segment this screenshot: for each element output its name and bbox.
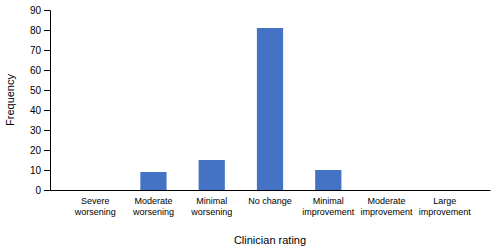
tick-label-line: Moderate xyxy=(368,196,406,206)
tick-label: 90 xyxy=(30,5,42,16)
tick-label: Moderateworsening xyxy=(132,196,174,217)
tick-label: No change xyxy=(248,196,292,206)
tick-mark xyxy=(44,90,50,91)
tick-label: 10 xyxy=(30,165,42,176)
tick-label: 50 xyxy=(30,85,42,96)
tick-label: Moderateimprovement xyxy=(361,196,414,217)
bar xyxy=(432,190,458,191)
tick-label: 30 xyxy=(30,125,42,136)
tick-label: 40 xyxy=(30,105,42,116)
tick: Moderateworsening xyxy=(132,196,174,217)
tick-label: 70 xyxy=(30,45,42,56)
bar xyxy=(373,190,399,191)
bar xyxy=(82,190,108,191)
tick-mark xyxy=(44,170,50,171)
tick: 90 xyxy=(30,5,50,16)
tick: 60 xyxy=(30,65,50,76)
tick-label-line: Severe xyxy=(81,196,110,206)
tick-mark xyxy=(44,30,50,31)
bar xyxy=(199,160,225,190)
tick: 20 xyxy=(30,145,50,156)
tick: 30 xyxy=(30,125,50,136)
tick: Largeimprovement xyxy=(419,196,472,217)
bar xyxy=(315,170,341,190)
tick-label-line: improvement xyxy=(302,207,355,217)
y-axis: 0 10 20 30 40 50 60 70 80 90 xyxy=(30,5,51,196)
tick-label-line: worsening xyxy=(190,207,232,217)
axis-line xyxy=(44,11,51,191)
axis-line xyxy=(51,190,491,191)
tick: 0 xyxy=(35,185,50,196)
bar xyxy=(257,28,283,190)
tick: No change xyxy=(248,196,292,206)
tick: 50 xyxy=(30,85,50,96)
tick-label: 0 xyxy=(35,185,41,196)
bars xyxy=(140,28,341,190)
tick-label: Minimalimprovement xyxy=(302,196,355,217)
tick-mark xyxy=(44,70,50,71)
tick-mark xyxy=(44,130,50,131)
tick: Minimalworsening xyxy=(190,196,232,217)
tick-label-line: Minimal xyxy=(313,196,344,206)
x-axis-title: Clinician rating xyxy=(234,234,306,246)
tick: Moderateimprovement xyxy=(361,196,414,217)
tick-label-line: improvement xyxy=(419,207,472,217)
tick-label-line: Large xyxy=(433,196,456,206)
tick: Minimalimprovement xyxy=(302,196,355,217)
tick-label: Minimalworsening xyxy=(190,196,232,217)
tick: 10 xyxy=(30,165,50,176)
tick-label-line: No change xyxy=(248,196,292,206)
tick-mark xyxy=(44,50,50,51)
tick-label-line: worsening xyxy=(74,207,116,217)
plot-area: 0102030405060708090SevereworseningModera… xyxy=(30,5,491,217)
x-axis: SevereworseningModerateworseningMinimalw… xyxy=(51,191,491,218)
tick: 80 xyxy=(30,25,50,36)
tick-mark xyxy=(44,190,50,191)
tick-mark xyxy=(44,150,50,151)
chart: 0102030405060708090SevereworseningModera… xyxy=(0,0,500,252)
tick-label-line: Moderate xyxy=(134,196,172,206)
tick: Severeworsening xyxy=(74,196,116,217)
tick-label-line: Minimal xyxy=(196,196,227,206)
y-axis-title: Frequency xyxy=(4,74,16,126)
tick-label: 60 xyxy=(30,65,42,76)
tick-label: Largeimprovement xyxy=(419,196,472,217)
tick-mark xyxy=(44,10,50,11)
tick: 70 xyxy=(30,45,50,56)
tick-label: 20 xyxy=(30,145,42,156)
tick-label-line: worsening xyxy=(132,207,174,217)
tick-mark xyxy=(44,110,50,111)
tick-label: Severeworsening xyxy=(74,196,116,217)
bar xyxy=(140,172,166,190)
tick-label-line: improvement xyxy=(361,207,414,217)
tick-label: 80 xyxy=(30,25,42,36)
tick: 40 xyxy=(30,105,50,116)
